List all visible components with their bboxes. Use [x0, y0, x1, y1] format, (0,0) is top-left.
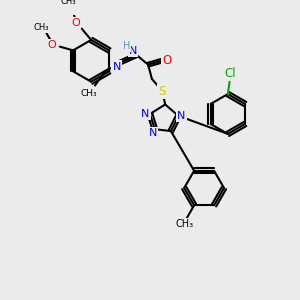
Text: H: H	[123, 41, 130, 51]
Text: Cl: Cl	[224, 67, 236, 80]
Text: N: N	[177, 111, 185, 121]
Text: S: S	[159, 85, 166, 98]
Text: N: N	[129, 46, 137, 56]
Text: N: N	[149, 128, 157, 138]
Text: N: N	[112, 61, 121, 71]
Text: O: O	[72, 18, 80, 28]
Text: N: N	[141, 109, 149, 119]
Text: O: O	[48, 40, 57, 50]
Text: CH₃: CH₃	[176, 219, 194, 229]
Text: CH₃: CH₃	[81, 88, 98, 98]
Text: CH₃: CH₃	[33, 23, 49, 32]
Text: O: O	[163, 54, 172, 67]
Text: CH₃: CH₃	[61, 0, 76, 7]
